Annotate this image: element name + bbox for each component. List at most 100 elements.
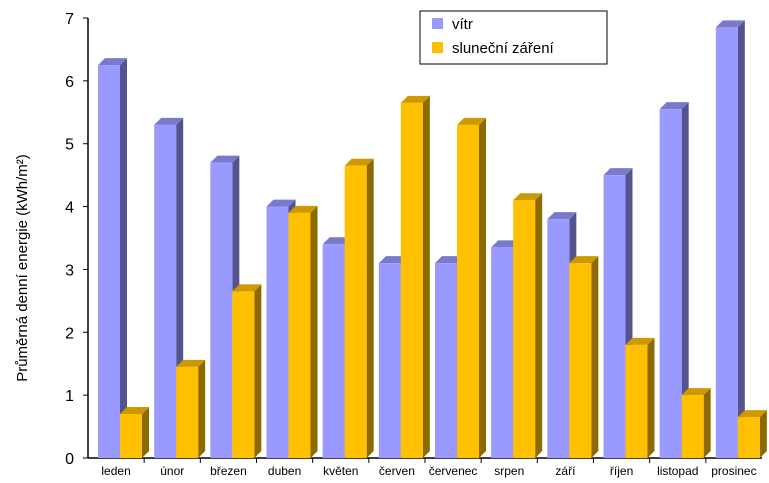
bar <box>513 193 543 459</box>
bar-front <box>547 219 570 458</box>
bar <box>232 284 262 458</box>
y-tick-label: 2 <box>65 325 74 342</box>
bar-top <box>659 102 689 110</box>
x-tick-label: květen <box>323 464 358 478</box>
bar-top <box>603 168 633 176</box>
bar <box>715 20 745 459</box>
x-tick-label: únor <box>160 464 184 478</box>
bar <box>344 158 374 458</box>
y-tick-label: 6 <box>65 74 74 91</box>
bar-side <box>120 58 127 459</box>
bar-top <box>491 240 521 248</box>
bar-top <box>288 205 318 213</box>
x-tick-label: březen <box>210 464 247 478</box>
bar-side <box>737 20 745 459</box>
x-tick-label: červen <box>379 464 415 478</box>
bar-side <box>681 102 689 459</box>
bar-top <box>378 256 408 264</box>
legend-label: vítr <box>452 16 473 33</box>
x-tick-label: srpen <box>494 464 524 478</box>
bar-front <box>513 200 536 459</box>
bar-front <box>344 165 367 458</box>
bar-front <box>625 344 648 458</box>
legend-swatch <box>432 18 443 29</box>
y-tick-label: 4 <box>65 200 74 217</box>
bar-top <box>400 95 430 103</box>
bar-front <box>176 366 199 458</box>
legend-label: sluneční záření <box>452 40 555 57</box>
bar-top <box>232 284 262 292</box>
bar <box>98 58 127 459</box>
bar-front <box>378 263 401 458</box>
legend-swatch <box>432 42 443 53</box>
bar-side <box>479 117 486 458</box>
bar-front <box>120 414 142 458</box>
bar-front <box>737 417 760 458</box>
bar-front <box>715 27 738 459</box>
bar-top <box>322 237 352 245</box>
bar-top <box>210 155 240 163</box>
bar-front <box>569 263 592 458</box>
bar <box>659 102 689 459</box>
bar <box>681 388 711 458</box>
bar-front <box>491 247 514 458</box>
bar-top <box>98 58 127 66</box>
bar <box>400 95 430 458</box>
bar-top <box>176 359 206 367</box>
bar-side <box>759 410 767 458</box>
x-ticks: leden únor březen duben květen červen červenec… <box>101 458 757 478</box>
bar-top <box>569 256 599 264</box>
bar-side <box>647 337 655 458</box>
bar-front <box>232 291 255 458</box>
bar-front <box>435 263 457 458</box>
x-tick-label: duben <box>268 464 301 478</box>
y-tick-label: 3 <box>65 262 74 279</box>
bar-top <box>625 337 655 345</box>
legend-box <box>419 10 608 65</box>
bar <box>569 256 599 458</box>
bar-front <box>288 212 311 458</box>
x-tick-label: říjen <box>610 464 633 478</box>
bars <box>98 20 767 459</box>
bar <box>288 205 318 458</box>
y-tick-label: 0 <box>65 451 74 468</box>
bar-top <box>154 117 184 125</box>
bar-front <box>266 206 289 458</box>
bar-top <box>681 388 711 396</box>
bar-front <box>400 102 423 458</box>
x-tick-label: prosinec <box>711 464 756 478</box>
y-ticks: 0 1 2 3 4 5 6 7 <box>65 11 88 468</box>
bar-side <box>310 205 318 458</box>
bar-front <box>681 395 704 458</box>
x-tick-label: září <box>555 464 576 478</box>
bar-top <box>513 193 543 201</box>
y-tick-label: 5 <box>65 137 74 154</box>
bar-front <box>457 124 479 458</box>
bar-top <box>457 117 486 125</box>
bar-top <box>266 199 296 207</box>
bar <box>457 117 486 458</box>
bar-side <box>254 284 262 458</box>
bar-front <box>322 244 345 458</box>
bar-front <box>210 162 233 459</box>
bar-side <box>703 388 711 458</box>
bar-top <box>737 410 767 418</box>
bar-front <box>603 175 626 458</box>
bar <box>176 359 206 458</box>
bar-side <box>591 256 599 458</box>
bar-top <box>715 20 745 28</box>
y-axis-label: Průměrná denní energie (kWh/m²) <box>14 154 31 382</box>
bar <box>625 337 655 458</box>
x-tick-label: leden <box>101 464 130 478</box>
bar-front <box>154 124 177 458</box>
x-tick-label: červenec <box>429 464 478 478</box>
bar-top <box>547 212 577 220</box>
bar-front <box>98 65 120 459</box>
bar-top <box>120 407 149 414</box>
bar-side <box>422 95 430 458</box>
bar-top <box>344 158 374 166</box>
bar-side <box>142 407 149 458</box>
bar-side <box>366 158 374 458</box>
bar-side <box>535 193 543 459</box>
